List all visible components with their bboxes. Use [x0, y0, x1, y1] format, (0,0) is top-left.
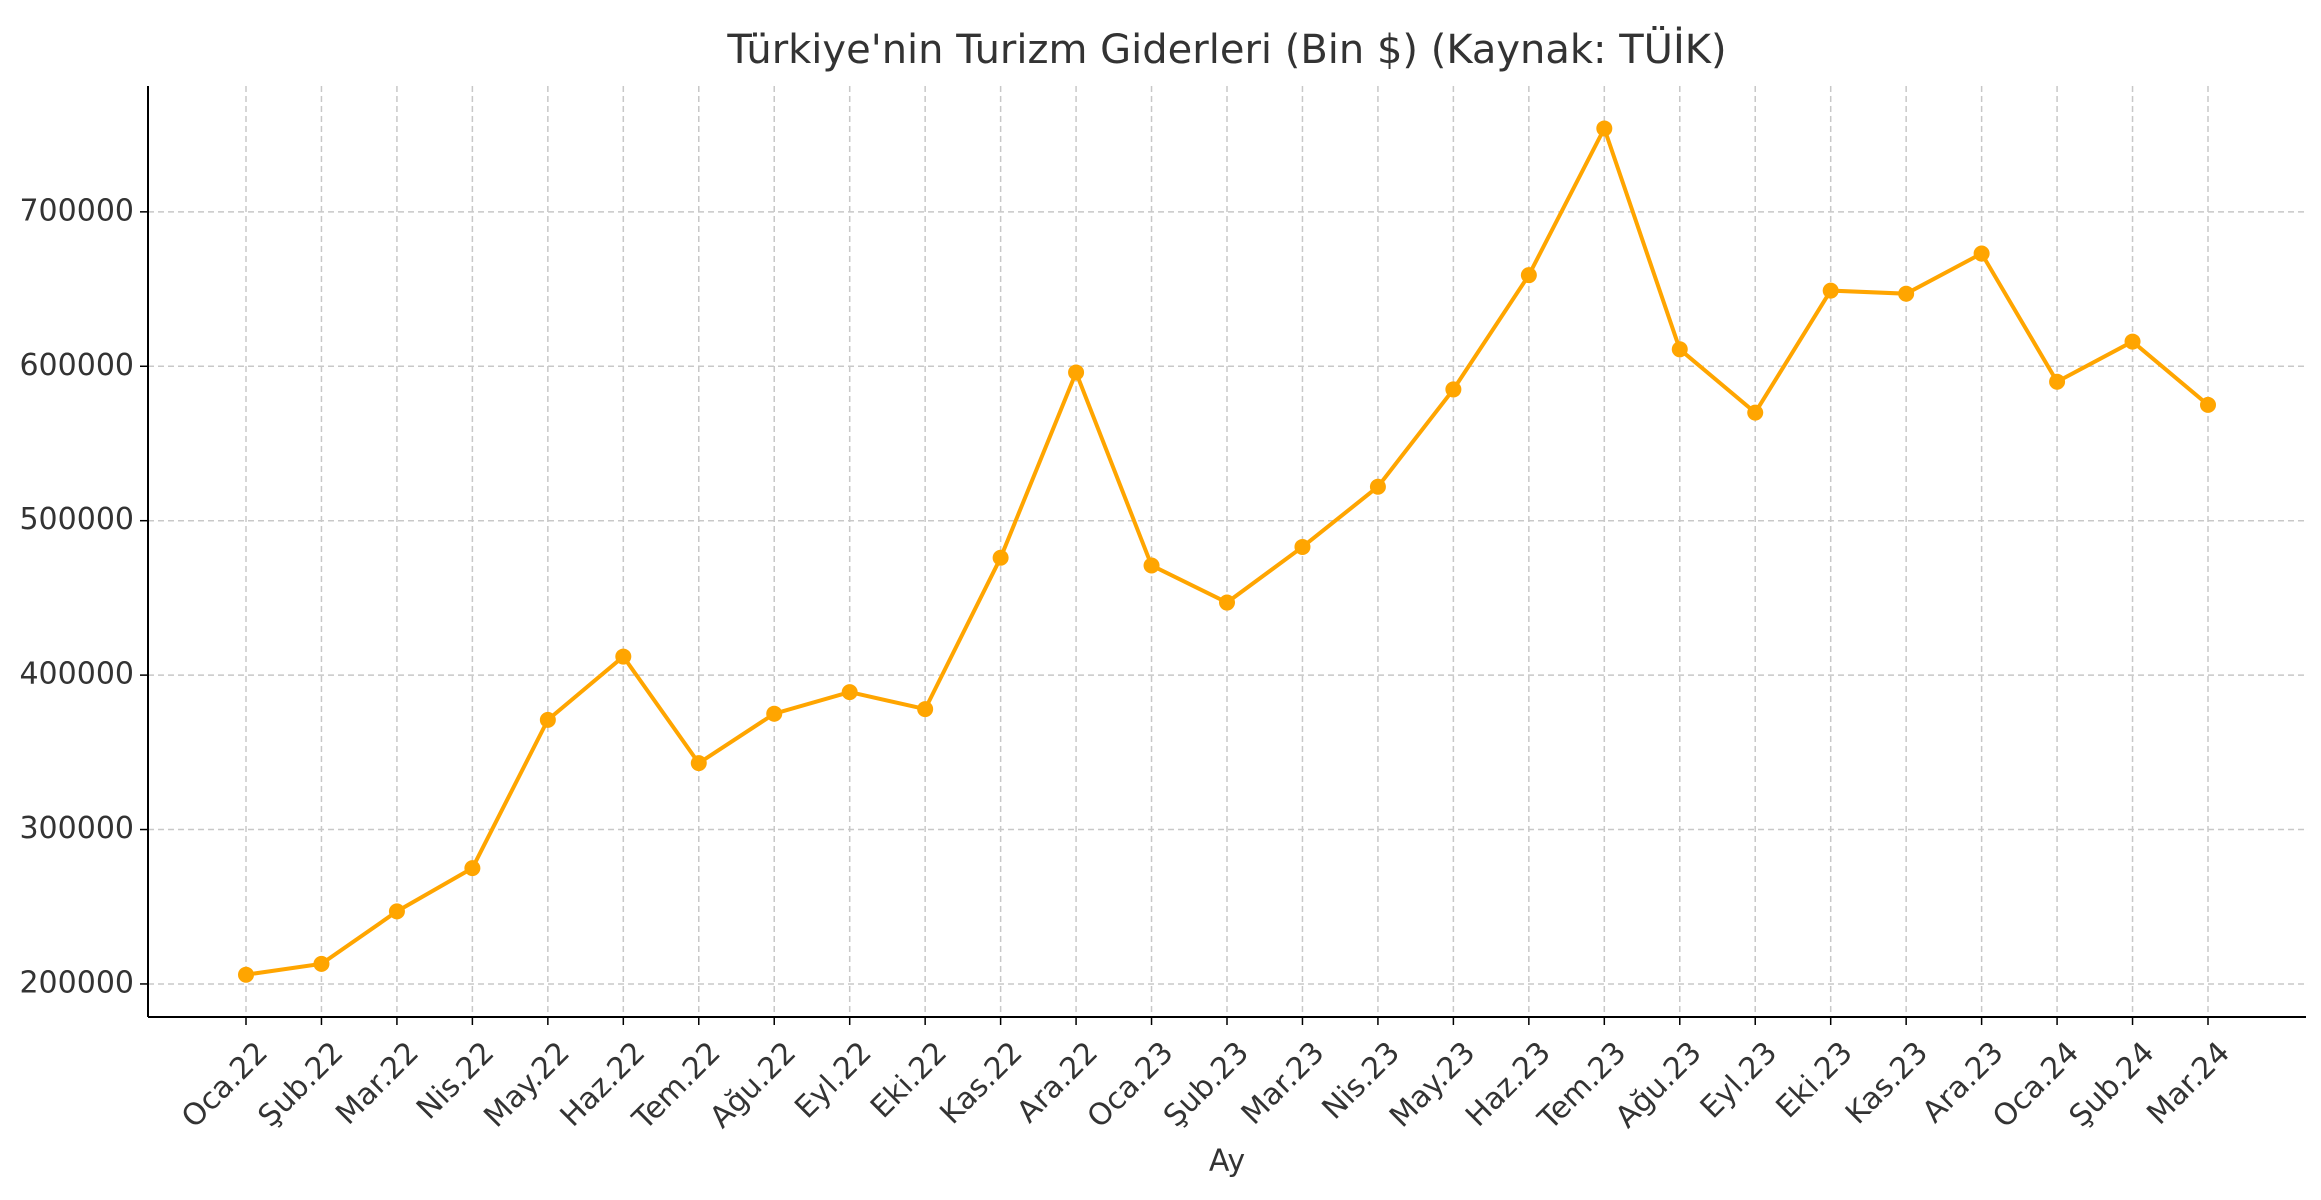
point — [1445, 381, 1462, 398]
point — [2049, 373, 2066, 390]
x-tick-label: Oca.22 — [175, 1035, 275, 1135]
point — [1219, 594, 1235, 611]
y-tick-label: 200000 — [19, 965, 134, 1000]
y-tick-label: 500000 — [19, 502, 134, 537]
point — [1143, 557, 1160, 574]
point — [539, 711, 556, 728]
x-tick-label: Mar.22 — [329, 1035, 426, 1132]
x-tick-label: May.23 — [1383, 1035, 1482, 1134]
x-tick-label: Ağu.22 — [703, 1035, 803, 1135]
point — [2200, 396, 2216, 413]
point — [1898, 285, 1915, 302]
x-tick-label: Kas.22 — [933, 1035, 1029, 1131]
y-tick-label: 700000 — [19, 193, 134, 228]
point — [1596, 120, 1613, 137]
x-tick-label: Şub.23 — [1157, 1035, 1256, 1134]
point — [1294, 538, 1311, 555]
point — [2124, 333, 2141, 350]
y-tick-label: 400000 — [19, 657, 134, 692]
x-tick-label: Eyl.23 — [1694, 1035, 1784, 1125]
x-tick-label: Mar.24 — [2140, 1035, 2237, 1132]
x-tick-label: Kas.23 — [1839, 1035, 1935, 1131]
point — [1068, 364, 1085, 381]
x-tick-label: May.22 — [477, 1035, 576, 1134]
point — [464, 860, 481, 877]
point — [1520, 267, 1537, 284]
y-tick-label: 300000 — [19, 811, 134, 846]
point — [992, 549, 1009, 566]
point — [313, 955, 330, 972]
point — [841, 684, 858, 701]
point — [238, 966, 254, 983]
point — [1671, 341, 1688, 358]
point — [1822, 282, 1839, 299]
x-tick-label: Eyl.22 — [788, 1035, 878, 1125]
x-tick-label: Mar.23 — [1235, 1035, 1332, 1132]
chart-title: Türkiye'nin Turizm Giderleri (Bin $) (Ka… — [726, 25, 1726, 73]
x-tick-label: Şub.24 — [2063, 1035, 2162, 1134]
x-tick-label: Ağu.23 — [1609, 1035, 1709, 1135]
point — [1369, 478, 1386, 495]
x-tick-label: Oca.23 — [1081, 1035, 1181, 1135]
point — [1747, 404, 1764, 421]
point — [917, 701, 934, 718]
point — [388, 903, 405, 920]
x-tick-label: Oca.24 — [1986, 1035, 2086, 1135]
point — [1973, 245, 1990, 262]
y-tick-label: 600000 — [19, 348, 134, 383]
point — [615, 648, 632, 665]
x-tick-label: Şub.22 — [252, 1035, 351, 1134]
point — [766, 705, 783, 722]
x-axis-label: Ay — [1209, 1144, 1245, 1179]
point — [690, 755, 707, 772]
